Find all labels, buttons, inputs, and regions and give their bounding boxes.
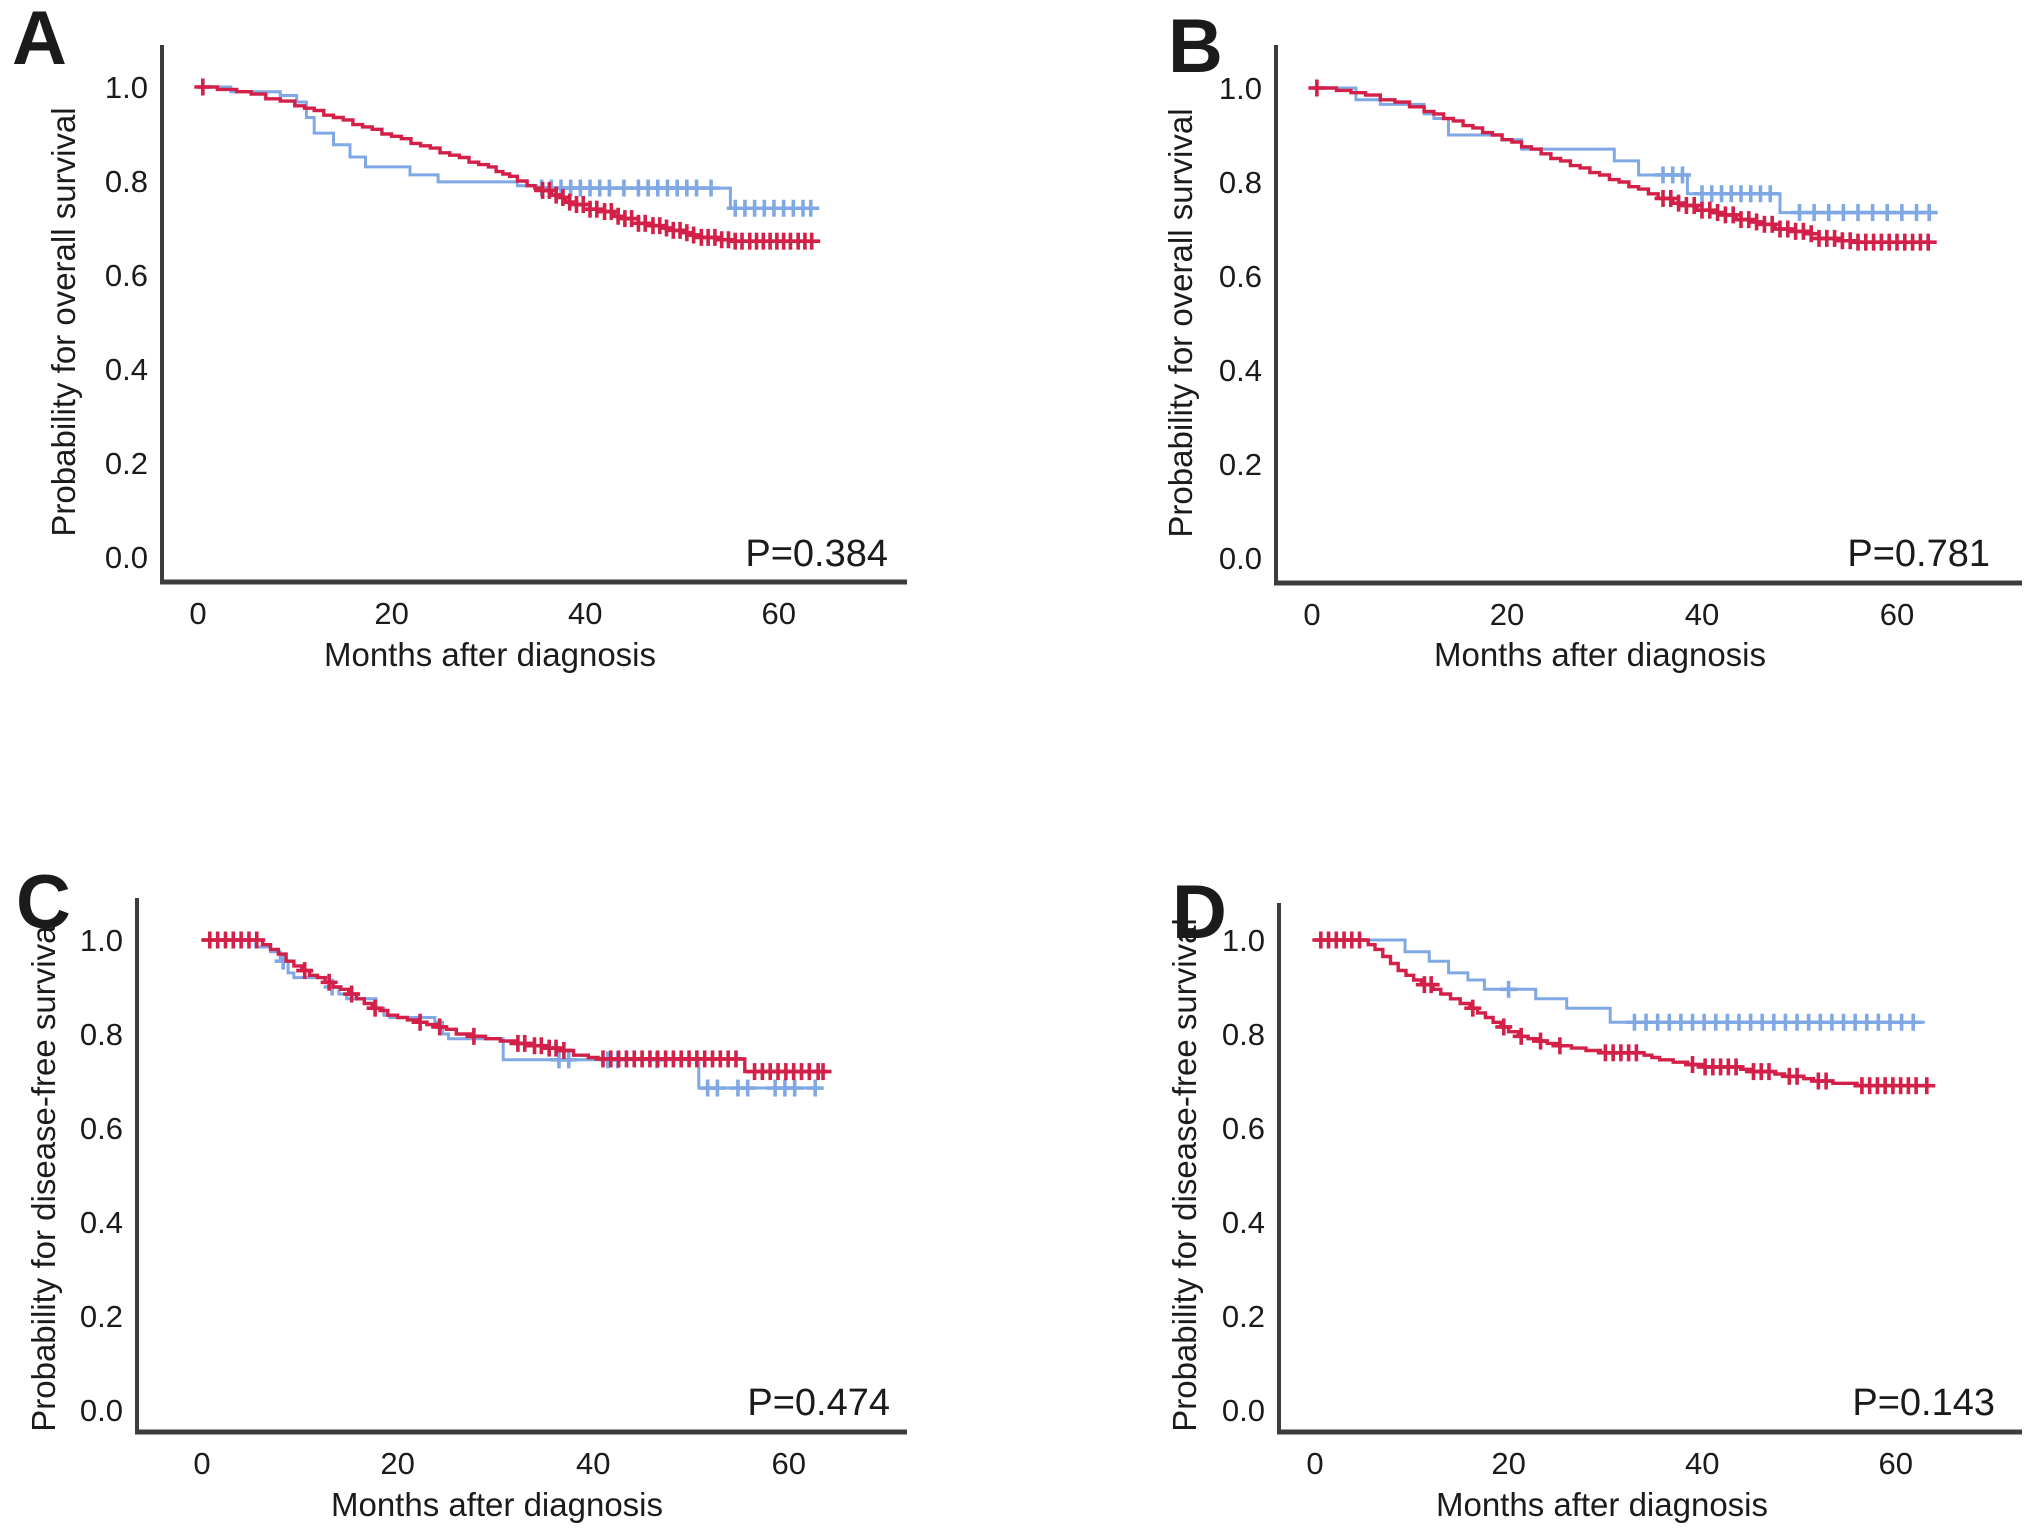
panel-c-y-tick-label: 0.6 — [80, 1111, 123, 1146]
panel-c-red-curve — [202, 938, 825, 1074]
panel-a-y-tick-label: 0.8 — [105, 164, 148, 199]
panel-d-y-tick-label: 0.0 — [1222, 1393, 1265, 1428]
panel-a-blue-censor-marks — [533, 179, 820, 217]
panel-c-x-tick-label: 0 — [193, 1446, 210, 1481]
panel-d-panel-letter: D — [1172, 870, 1227, 955]
panel-d-x-tick-label: 0 — [1306, 1446, 1323, 1481]
panel-b-y-tick-label: 0.4 — [1219, 353, 1262, 388]
panel-a-x-tick-label: 60 — [762, 596, 796, 631]
panel-a-y-tick-label: 0.2 — [105, 446, 148, 481]
panel-a-red-curve — [198, 85, 813, 243]
panel-c-y-axis-title: Probability for disease-free survival — [25, 918, 62, 1432]
panel-b-x-tick-label: 20 — [1490, 597, 1524, 632]
panel-a-y-tick-label: 0.0 — [105, 540, 148, 575]
panel-a-x-tick-label: 20 — [374, 596, 408, 631]
panel-c: C 1.0 0.8 0.6 0.4 0.2 0.0 0 20 40 60 Probability fo… — [16, 860, 907, 1523]
panel-d: D1.0 0.8 0.6 0.4 0.2 0.0 0 20 40 60 Probability fo… — [1166, 870, 2022, 1523]
panel-a-x-axis-title: Months after diagnosis — [324, 636, 656, 673]
panel-c-y-tick-label: 1.0 — [80, 923, 123, 958]
panel-a-y-tick-label: 0.4 — [105, 352, 148, 387]
panel-a-p-value: P=0.384 — [745, 533, 888, 575]
panel-a-x-tick-label: 40 — [568, 596, 602, 631]
panel-b-y-tick-label: 0.0 — [1219, 541, 1262, 576]
panel-b-y-tick-label: 0.2 — [1219, 447, 1262, 482]
panel-d-y-tick-label: 0.8 — [1222, 1017, 1265, 1052]
panel-b: B1.0 0.8 0.6 0.4 0.2 0.0 0 20 40 60 Probability fo… — [1162, 4, 2022, 673]
panel-c-y-tick-label: 0.4 — [80, 1205, 123, 1240]
panel-b-red-curve — [1312, 86, 1932, 244]
panel-d-x-tick-label: 40 — [1685, 1446, 1719, 1481]
panel-a-y-tick-label: 1.0 — [105, 70, 148, 105]
panel-c-x-tick-label: 60 — [772, 1446, 806, 1481]
panel-d-y-tick-label: 1.0 — [1222, 923, 1265, 958]
panel-d-x-tick-label: 20 — [1491, 1446, 1525, 1481]
panel-c-panel-letter: C — [16, 860, 71, 945]
panel-d-x-tick-label: 60 — [1879, 1446, 1913, 1481]
panel-d-y-tick-label: 0.4 — [1222, 1205, 1265, 1240]
panel-d-p-value: P=0.143 — [1852, 1382, 1995, 1424]
panel-b-y-axis-title: Probability for overall survival — [1162, 108, 1199, 537]
panel-a-blue-curve — [198, 85, 813, 210]
panel-c-x-tick-label: 40 — [576, 1446, 610, 1481]
panel-b-red-censor-marks — [1308, 79, 1937, 251]
panel-d-red-curve — [1315, 938, 1930, 1088]
panel-d-blue-curve — [1315, 938, 1925, 1024]
panel-b-x-tick-label: 40 — [1685, 597, 1719, 632]
panel-b-blue-censor-marks — [1654, 166, 1938, 222]
panel-d-red-censor-marks — [1312, 931, 1936, 1095]
panel-c-blue-censor-marks — [274, 952, 824, 1097]
panel-d-y-tick-label: 0.6 — [1222, 1111, 1265, 1146]
panel-b-y-tick-label: 1.0 — [1219, 71, 1262, 106]
panel-c-p-value: P=0.474 — [747, 1382, 890, 1424]
panel-c-y-tick-label: 0.0 — [80, 1393, 123, 1428]
panel-a-red-censor-marks — [194, 78, 821, 250]
panel-d-y-axis-title: Probability for disease-free survival — [1166, 918, 1203, 1432]
panel-b-x-tick-label: 60 — [1880, 597, 1914, 632]
panel-d-y-tick-label: 0.2 — [1222, 1299, 1265, 1334]
panel-c-y-tick-label: 0.8 — [80, 1017, 123, 1052]
panel-d-x-axis-title: Months after diagnosis — [1436, 1486, 1768, 1523]
panel-b-panel-letter: B — [1168, 4, 1223, 89]
panel-b-y-tick-label: 0.6 — [1219, 259, 1262, 294]
panel-b-x-tick-label: 0 — [1303, 597, 1320, 632]
panel-a: A 1.0 0.8 0.6 0.4 0.2 0.0 0 20 40 60 Probability fo… — [12, 0, 907, 673]
panel-b-blue-curve — [1312, 86, 1932, 215]
panel-a-y-tick-label: 0.6 — [105, 258, 148, 293]
panel-c-x-tick-label: 20 — [380, 1446, 414, 1481]
panel-a-panel-letter: A — [12, 0, 67, 81]
panel-c-x-axis-title: Months after diagnosis — [331, 1486, 663, 1523]
panel-b-y-tick-label: 0.8 — [1219, 165, 1262, 200]
panel-d-blue-censor-marks — [1500, 980, 1922, 1031]
panel-a-x-tick-label: 0 — [189, 596, 206, 631]
panel-a-y-axis-title: Probability for overall survival — [45, 107, 82, 536]
panel-b-p-value: P=0.781 — [1847, 533, 1990, 575]
panel-c-y-tick-label: 0.2 — [80, 1299, 123, 1334]
panel-c-red-censor-marks — [201, 931, 832, 1081]
panel-b-x-axis-title: Months after diagnosis — [1434, 636, 1766, 673]
